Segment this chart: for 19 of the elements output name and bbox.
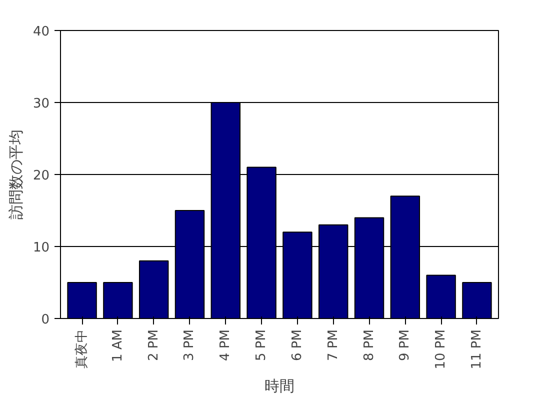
x-tick-label: 2 PM xyxy=(146,329,162,361)
x-tick-label: 5 PM xyxy=(254,329,270,361)
x-tick-label: 1 AM xyxy=(110,329,126,362)
x-tick-label: 6 PM xyxy=(290,329,305,361)
y-tick-label: 10 xyxy=(32,240,50,256)
y-tick-label: 0 xyxy=(41,312,50,328)
x-axis-title: 時間 xyxy=(264,377,294,396)
x-tick-label: 8 PM xyxy=(362,329,377,361)
y-axis-title: 訪問数の平均 xyxy=(6,130,25,220)
x-tick-label: 4 PM xyxy=(218,329,234,361)
x-tick-label: 真夜中 xyxy=(74,330,90,368)
x-tick-label: 3 PM xyxy=(182,329,198,361)
y-tick-label: 40 xyxy=(32,24,50,40)
x-tick-label: 10 PM xyxy=(434,329,449,370)
x-tick-label: 7 PM xyxy=(326,329,341,361)
y-tick-label: 20 xyxy=(32,168,50,184)
y-tick-label: 30 xyxy=(32,96,50,112)
x-tick-label: 9 PM xyxy=(398,329,413,361)
x-tick-label: 11 PM xyxy=(469,329,484,370)
